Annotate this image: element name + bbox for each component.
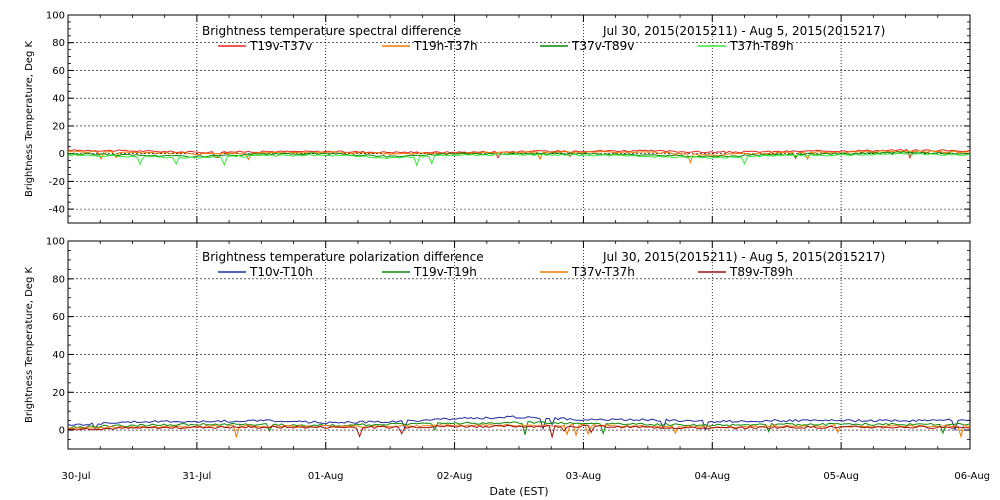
y-tick-label: 20 (52, 388, 65, 399)
x-tick-label: 04-Aug (694, 471, 730, 482)
series-line-T19v-T19h (67, 421, 971, 436)
x-tick-label: 05-Aug (823, 471, 859, 482)
chart-date-range: Jul 30, 2015(2015211) - Aug 5, 2015(2015… (602, 24, 885, 38)
legend-entry: T19v-T19h (413, 265, 477, 279)
x-tick-label: 03-Aug (566, 471, 602, 482)
series-line-T37v-T89v (68, 151, 971, 159)
chart-title: Brightness temperature polarization diff… (202, 250, 484, 264)
legend-entry: T37v-T89v (571, 39, 634, 53)
x-tick-label: 31-Jul (182, 471, 211, 482)
y-tick-label: 100 (46, 11, 65, 22)
y-tick-label: -40 (49, 205, 65, 216)
y-axis-label: Brightness Temperature, Deg K (24, 267, 35, 424)
legend-entry: T19h-T37h (413, 39, 478, 53)
legend-entry: T89v-T89h (729, 265, 793, 279)
legend-entry: T37v-T37h (571, 265, 635, 279)
y-tick-label: 100 (46, 237, 65, 248)
y-tick-label: 0 (59, 426, 65, 437)
y-tick-label: 80 (52, 38, 65, 49)
legend-entry: T19v-T37v (249, 39, 312, 53)
y-tick-label: 60 (52, 66, 65, 77)
x-tick-label: 30-Jul (62, 471, 91, 482)
y-tick-label: 60 (52, 312, 65, 323)
legend-entry: T37h-T89h (729, 39, 794, 53)
chart-title: Brightness temperature spectral differen… (202, 24, 461, 38)
series-line-T10v-T10h (67, 415, 971, 432)
plot-frame-1 (67, 14, 971, 224)
x-axis-label: Date (EST) (489, 485, 548, 498)
series-line-T89v-T89h (67, 424, 971, 439)
y-tick-label: 80 (52, 274, 65, 285)
y-tick-label: 40 (52, 94, 65, 105)
x-tick-label: 01-Aug (308, 471, 344, 482)
y-tick-label: 20 (52, 121, 65, 132)
series-line-T37h-T89h (67, 152, 971, 167)
y-axis-label: Brightness Temperature, Deg K (24, 41, 35, 198)
x-tick-label: 06-Aug (954, 471, 990, 482)
y-tick-label: 0 (59, 149, 65, 160)
x-tick-label: 02-Aug (437, 471, 473, 482)
y-tick-label: 40 (52, 350, 65, 361)
y-tick-label: -20 (49, 177, 65, 188)
series-line-T19v-T37v (67, 148, 971, 160)
chart-date-range: Jul 30, 2015(2015211) - Aug 5, 2015(2015… (602, 250, 885, 264)
legend-entry: T10v-T10h (249, 265, 313, 279)
